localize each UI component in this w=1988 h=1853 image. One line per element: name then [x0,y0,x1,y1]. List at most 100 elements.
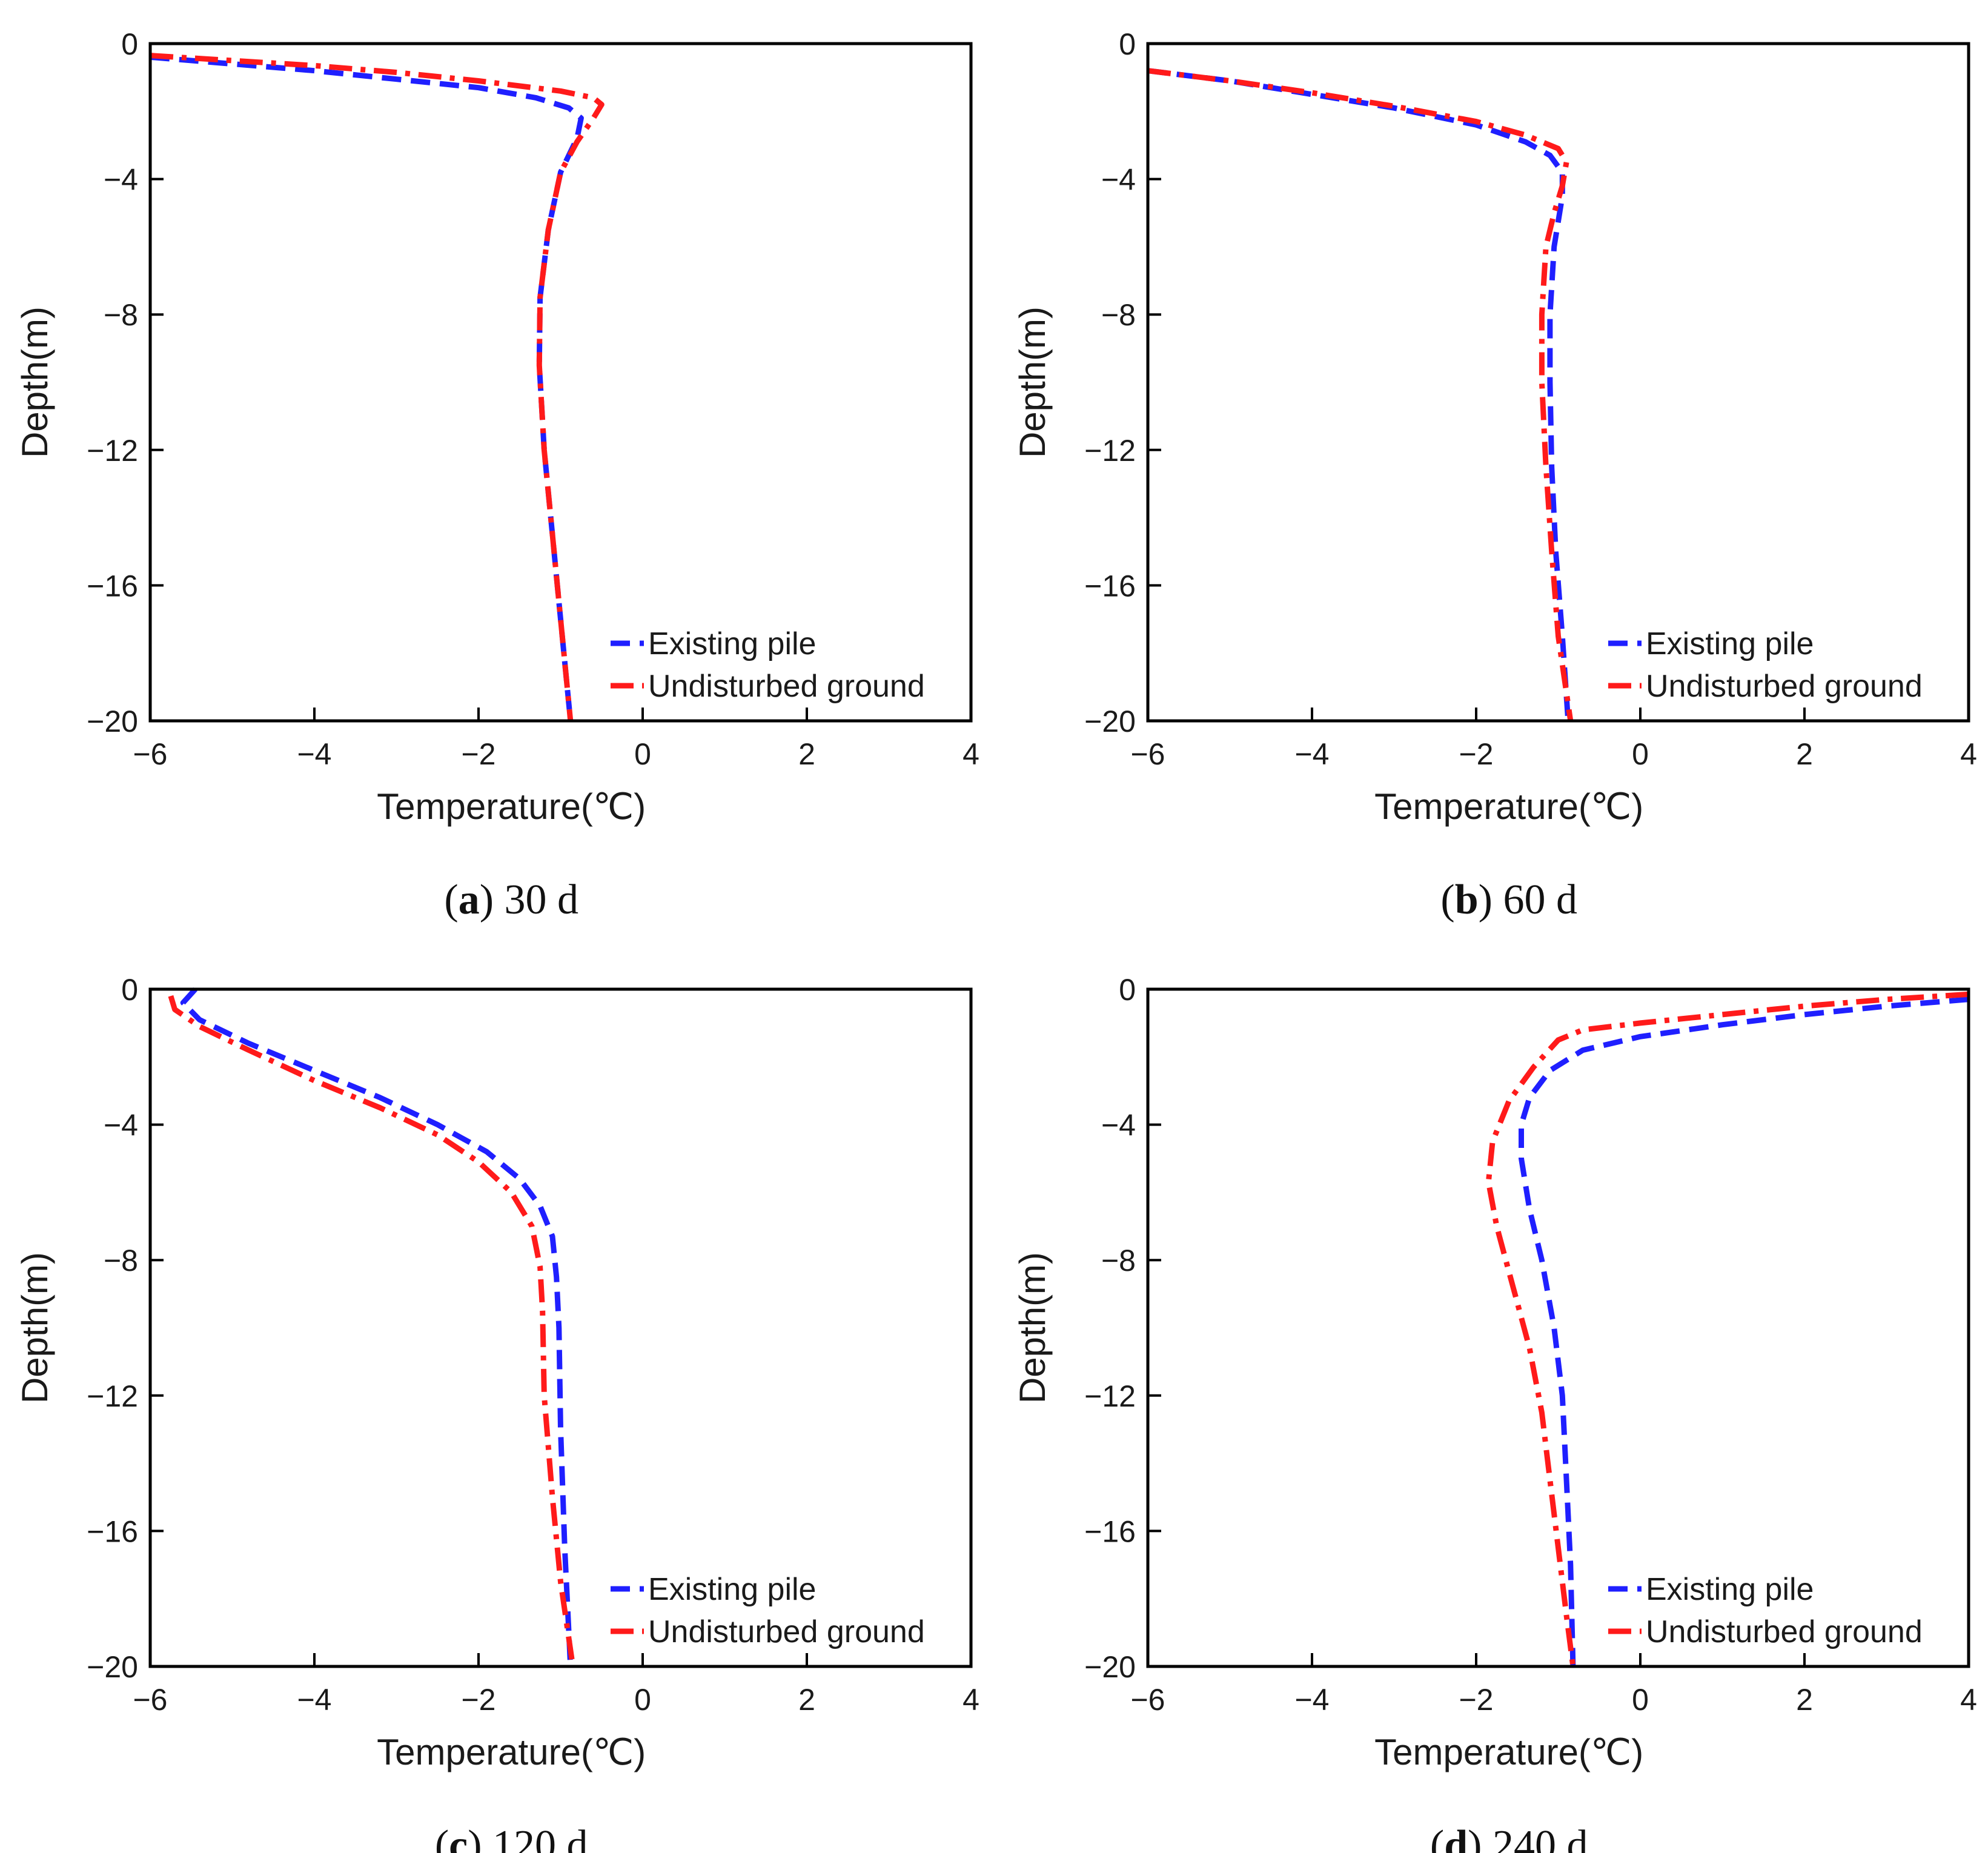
panel-caption: (c) 120 d [435,1822,588,1853]
x-tick-label: 4 [1960,1683,1977,1717]
chart-panel-d: −6 −4 −2 0 2 40−4−8−12−16−20Temperature(℃)Dep… [1012,973,1977,1853]
x-tick-label: −4 [297,1683,331,1717]
x-tick-label: 4 [963,1683,979,1717]
y-axis-title: Depth(m) [15,1252,55,1404]
y-tick-label: −4 [1101,1109,1136,1142]
chart-panel-b: −6 −4 −2 0 2 40−4−8−12−16−20Temperature(℃)Dep… [1012,27,1977,923]
legend-label-existing-pile: Existing pile [648,1572,816,1607]
y-tick-label: 0 [121,27,138,61]
caption-label: d [1444,1822,1468,1853]
y-tick-label: −12 [1084,434,1136,468]
legend-label-undisturbed-ground: Undisturbed ground [648,669,925,704]
y-tick-label: −8 [104,1244,138,1278]
x-tick-label: 0 [634,737,651,771]
y-tick-label: −20 [1084,1650,1136,1684]
legend-label-undisturbed-ground: Undisturbed ground [1646,1614,1923,1649]
y-tick-label: −8 [1101,1244,1136,1278]
chart-panel-c: −6 −4 −2 0 2 40−4−8−12−16−20Temperature(℃)Dep… [15,973,979,1853]
caption-suffix: ) 240 d [1468,1822,1588,1853]
x-tick-label: −6 [133,1683,167,1717]
legend-label-existing-pile: Existing pile [648,626,816,661]
x-tick-label: −6 [133,737,167,771]
caption-prefix: ( [1430,1822,1444,1853]
y-tick-label: −12 [1084,1379,1136,1413]
x-tick-label: 4 [1960,737,1977,771]
legend: Existing pile Undisturbed ground [611,1572,925,1649]
x-tick-label: −6 [1130,1683,1165,1717]
y-axis-title: Depth(m) [1012,1252,1053,1404]
series-line-existing-pile [150,54,584,721]
x-tick-label: 2 [798,737,815,771]
series-line-undisturbed-ground [1147,68,1574,721]
x-tick-label: 4 [963,737,979,771]
y-tick-label: −20 [87,704,138,738]
y-tick-label: −20 [1084,704,1136,738]
x-tick-label: 2 [1796,737,1813,771]
x-axis-title: Temperature(℃) [377,1732,646,1772]
panel-caption: (a) 30 d [444,877,578,923]
chart-panel-a: −6 −4 −2 0 2 40−4−8−12−16−20Temperature(℃)Dep… [15,27,979,923]
caption-prefix: ( [444,877,458,923]
x-axis-title: Temperature(℃) [377,786,646,827]
legend-label-existing-pile: Existing pile [1646,626,1814,661]
legend: Existing pile Undisturbed ground [1608,626,1923,704]
y-tick-label: −16 [87,569,138,603]
caption-suffix: ) 120 d [468,1822,588,1853]
x-axis-title: Temperature(℃) [1374,1732,1643,1772]
y-axis-title: Depth(m) [1012,307,1053,458]
legend-label-undisturbed-ground: Undisturbed ground [1646,669,1923,704]
series-line-undisturbed-ground [150,53,605,721]
y-tick-label: −8 [1101,298,1136,332]
series-line-existing-pile [1519,996,1969,1667]
x-tick-label: −6 [1130,737,1165,771]
plot-frame [1146,987,1970,1668]
panel-caption: (b) 60 d [1440,877,1577,923]
x-tick-label: 2 [798,1683,815,1717]
y-tick-label: −4 [1101,163,1136,197]
y-tick-label: −8 [104,298,138,332]
y-tick-label: −16 [1084,569,1136,603]
plot-frame [148,987,973,1668]
panel-caption: (d) 240 d [1430,1822,1588,1853]
y-axis-title: Depth(m) [15,307,55,458]
y-tick-label: −12 [87,1379,138,1413]
legend: Existing pile Undisturbed ground [611,626,925,704]
x-tick-label: 0 [634,1683,651,1717]
x-tick-label: 0 [1632,737,1649,771]
x-tick-label: −2 [461,1683,495,1717]
y-tick-label: −4 [104,163,138,197]
series-line-undisturbed-ground [1485,991,1969,1667]
y-tick-label: −12 [87,434,138,468]
x-axis-title: Temperature(℃) [1374,786,1643,827]
caption-suffix: ) 60 d [1479,877,1577,923]
caption-label: b [1455,877,1479,923]
x-tick-label: 0 [1632,1683,1649,1717]
caption-label: c [449,1822,468,1853]
caption-prefix: ( [1440,877,1454,923]
y-tick-label: −16 [87,1514,138,1548]
series-line-undisturbed-ground [168,995,576,1667]
x-tick-label: −2 [461,737,495,771]
series-line-existing-pile [1147,68,1571,721]
y-tick-label: −20 [87,1650,138,1684]
legend-label-undisturbed-ground: Undisturbed ground [648,1614,925,1649]
y-tick-label: −4 [104,1109,138,1142]
x-tick-label: −2 [1459,737,1493,771]
x-tick-label: 2 [1796,1683,1813,1717]
caption-prefix: ( [435,1822,449,1853]
x-tick-label: −4 [1294,1683,1329,1717]
x-tick-label: −4 [297,737,331,771]
y-tick-label: −16 [1084,1514,1136,1548]
legend-label-existing-pile: Existing pile [1646,1572,1814,1607]
plot-frame [148,42,973,723]
caption-suffix: ) 30 d [480,877,578,923]
caption-label: a [459,877,480,923]
y-tick-label: 0 [1119,973,1136,1007]
x-tick-label: −2 [1459,1683,1493,1717]
legend: Existing pile Undisturbed ground [1608,1572,1923,1649]
series-line-existing-pile [180,987,574,1667]
x-tick-label: −4 [1294,737,1329,771]
y-tick-label: 0 [1119,27,1136,61]
plot-frame [1146,42,1970,723]
